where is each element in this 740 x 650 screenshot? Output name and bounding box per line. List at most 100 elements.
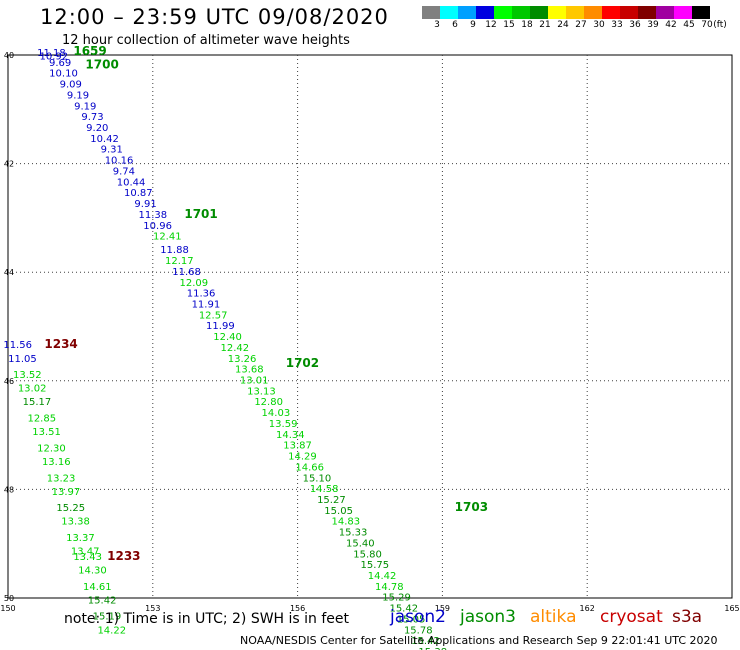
page-subtitle: 12 hour collection of altimeter wave hei… xyxy=(62,33,350,48)
wave-height-value: 10.92 xyxy=(40,51,69,62)
wave-height-value: 15.40 xyxy=(346,538,375,549)
legend-swatch xyxy=(440,6,458,19)
satellite-legend-altika: altika xyxy=(530,607,577,627)
wave-height-value: 9.20 xyxy=(86,123,108,134)
legend-swatch xyxy=(422,6,440,19)
legend-label: 9 xyxy=(470,20,476,30)
wave-height-value: 12.42 xyxy=(221,343,250,354)
wave-height-value: 13.23 xyxy=(47,473,76,484)
pass-time-label: 1233 xyxy=(107,549,140,563)
satellite-legend-cryosat: cryosat xyxy=(600,607,663,627)
wave-height-value: 15.10 xyxy=(303,473,332,484)
wave-height-value: 10.16 xyxy=(105,156,134,167)
legend-swatch xyxy=(692,6,710,19)
legend-swatch xyxy=(530,6,548,19)
wave-height-value: 13.16 xyxy=(42,457,71,468)
legend-swatch xyxy=(638,6,656,19)
wave-height-value: 14.30 xyxy=(78,566,107,577)
wave-height-value: 15.42 xyxy=(389,604,418,615)
latitude-tick-label: 50 xyxy=(4,594,14,603)
wave-height-value: 9.74 xyxy=(113,166,135,177)
legend-swatch xyxy=(620,6,638,19)
wave-height-value: 15.33 xyxy=(339,528,368,539)
wave-height-value: 15.29 xyxy=(382,593,411,604)
wave-height-value: 15.80 xyxy=(353,549,382,560)
wave-height-value: 12.57 xyxy=(199,310,228,321)
wave-height-value: 11.36 xyxy=(187,289,216,300)
longitude-tick-label: 159 xyxy=(435,604,450,613)
longitude-tick-label: 156 xyxy=(290,604,305,613)
latitude-tick-label: 48 xyxy=(4,485,14,494)
longitude-tick-label: 162 xyxy=(580,604,595,613)
wave-height-value: 12.17 xyxy=(165,256,194,267)
wave-height-value: 11.99 xyxy=(206,321,235,332)
latitude-tick-label: 40 xyxy=(4,51,14,60)
note-text: note: 1) Time is in UTC; 2) SWH is in fe… xyxy=(64,611,350,627)
wave-height-value: 15.19 xyxy=(93,612,122,623)
wave-height-value: 15.38 xyxy=(418,647,447,650)
wave-height-value: 13.13 xyxy=(247,386,276,397)
wave-height-value: 10.44 xyxy=(117,177,146,188)
wave-height-value: 11.91 xyxy=(192,299,221,310)
wave-height-value: 13.01 xyxy=(240,376,269,387)
pass-time-label: 1700 xyxy=(85,58,118,72)
wave-height-value: 15.17 xyxy=(23,397,52,408)
legend-swatch xyxy=(548,6,566,19)
wave-height-value: 10.42 xyxy=(90,134,119,145)
wave-height-value: 12.80 xyxy=(254,397,283,408)
satellite-legend-jason3: jason3 xyxy=(460,607,516,627)
wave-height-value: 14.66 xyxy=(295,462,324,473)
wave-height-value: 9.31 xyxy=(101,145,123,156)
latitude-tick-label: 44 xyxy=(4,268,14,277)
wave-height-value: 13.87 xyxy=(283,441,312,452)
satellite-legend-s3a: s3a xyxy=(672,607,703,627)
longitude-tick-label: 150 xyxy=(0,604,15,613)
wave-height-value: 15.75 xyxy=(361,560,390,571)
legend-label: 15 xyxy=(503,20,515,30)
wave-height-value: 11.38 xyxy=(138,210,167,221)
legend-swatch xyxy=(458,6,476,19)
wave-height-value: 11.05 xyxy=(8,354,37,365)
wave-height-value: 12.30 xyxy=(37,443,66,454)
wave-height-value: 12.85 xyxy=(27,414,56,425)
legend-labels: 3 6 9 12 15 18 21 24 27 30 33 36 39 42 45 70 (ft) xyxy=(422,19,740,33)
pass-time-label: 1702 xyxy=(286,356,319,370)
legend-label: 12 xyxy=(485,20,497,30)
legend-label: 39 xyxy=(647,20,659,30)
footer-credit: NOAA/NESDIS Center for Satellite Applica… xyxy=(240,634,718,647)
wave-height-value: 15.27 xyxy=(317,495,346,506)
legend-swatch xyxy=(602,6,620,19)
wave-height-value: 14.22 xyxy=(97,625,126,636)
wave-height-value: 10.10 xyxy=(49,69,78,80)
wave-height-value: 9.19 xyxy=(74,101,96,112)
wave-height-value: 15.25 xyxy=(56,503,85,514)
wave-height-value: 13.59 xyxy=(269,419,298,430)
wave-height-value: 14.83 xyxy=(332,517,361,528)
wave-height-value: 14.78 xyxy=(375,582,404,593)
wave-height-value: 13.43 xyxy=(73,552,102,563)
wave-height-value: 11.68 xyxy=(172,267,201,278)
legend-label: 27 xyxy=(575,20,587,30)
wave-height-value: 14.61 xyxy=(83,582,112,593)
legend-unit: (ft) xyxy=(713,20,727,30)
pass-time-label: 1234 xyxy=(44,337,77,351)
legend-label: 21 xyxy=(539,20,551,30)
wave-height-value: 9.09 xyxy=(60,80,82,91)
legend-label: 45 xyxy=(683,20,695,30)
wave-height-value: 14.29 xyxy=(288,452,317,463)
legend-label: 3 xyxy=(434,20,440,30)
wave-height-value: 13.26 xyxy=(228,354,257,365)
legend-swatch xyxy=(584,6,602,19)
wave-height-value: 9.91 xyxy=(134,199,156,210)
wave-height-value: 15.78 xyxy=(404,625,433,636)
wave-height-value: 11.18 xyxy=(37,48,66,59)
wave-height-value: 13.38 xyxy=(61,517,90,528)
legend-label: 33 xyxy=(611,20,623,30)
wave-height-value: 10.96 xyxy=(143,221,172,232)
pass-time-label: 1703 xyxy=(455,500,488,514)
legend-label: 18 xyxy=(521,20,533,30)
legend-label: 24 xyxy=(557,20,569,30)
wave-height-value: 13.97 xyxy=(52,487,81,498)
legend-swatch xyxy=(674,6,692,19)
wave-height-value: 15.05 xyxy=(397,614,426,625)
